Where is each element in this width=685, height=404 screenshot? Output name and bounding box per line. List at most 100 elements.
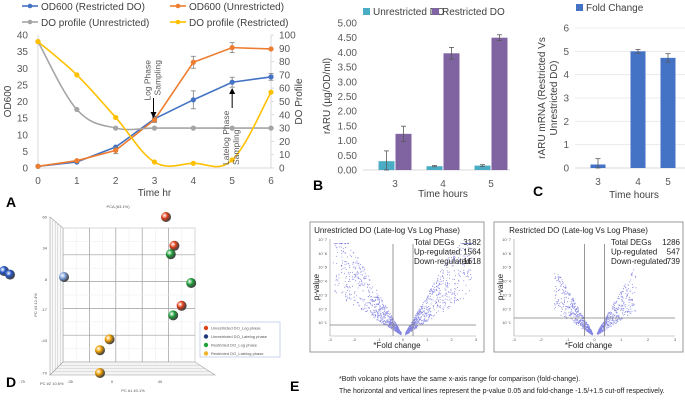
data-point bbox=[229, 79, 235, 85]
data-point bbox=[190, 125, 196, 131]
y-tick-label: 5.00 bbox=[338, 19, 358, 30]
y-tick-label: 25 bbox=[17, 80, 29, 91]
y-tick-label: 40 bbox=[17, 31, 29, 42]
x-tick: 3 bbox=[674, 337, 677, 342]
volcano-points bbox=[332, 243, 474, 336]
legend-marker bbox=[203, 351, 209, 356]
y-tick-label: 35 bbox=[17, 47, 29, 58]
x-tick: -1 bbox=[566, 337, 570, 342]
stat-value: 1618 bbox=[463, 257, 481, 266]
legend-swatch bbox=[576, 4, 583, 11]
y-tick-label: 1.50 bbox=[338, 121, 358, 132]
pca-x-tick: -75 bbox=[19, 379, 26, 384]
y-tick-label: 0 bbox=[563, 164, 569, 175]
annotation-arrowhead-log bbox=[150, 112, 157, 118]
stat-value: 1564 bbox=[463, 248, 481, 257]
y-tick-label: 5 bbox=[22, 147, 28, 158]
pca-y-tick: 8 bbox=[45, 277, 48, 282]
legend-marker bbox=[203, 334, 209, 339]
pca-y-axis-title: PC #3 12.4% bbox=[33, 293, 38, 317]
stat-value: 739 bbox=[667, 257, 681, 266]
stat-label: Total DEGs bbox=[611, 238, 651, 247]
pca-legend: Unrestricted DO_Log phase Unrestricted DO… bbox=[199, 321, 281, 358]
y-tick-label: 0 bbox=[22, 164, 28, 175]
x-tick-label: 4 bbox=[635, 177, 641, 188]
y-tick-label: 3.50 bbox=[338, 63, 358, 74]
legend-swatch bbox=[363, 8, 370, 15]
pca-point bbox=[5, 269, 15, 280]
legend-label: Restricted DO bbox=[442, 7, 505, 18]
legend-label: Fold Change bbox=[586, 3, 644, 14]
y-tick: 10⁻7 bbox=[318, 237, 328, 242]
y2-tick-label: 100 bbox=[279, 31, 296, 42]
y2-tick-label: 80 bbox=[279, 57, 291, 68]
x-tick: 2 bbox=[647, 337, 650, 342]
legend-label: Restricted DO_Latelog phase bbox=[211, 351, 264, 356]
annotation-log-phase-line1: Log Phase bbox=[143, 60, 153, 101]
x-tick: 0 bbox=[593, 337, 596, 342]
y2-tick-label: 0 bbox=[279, 164, 285, 175]
stat-value: 547 bbox=[667, 248, 681, 257]
data-point bbox=[229, 45, 235, 51]
annotation-arrowhead-latelog bbox=[229, 88, 236, 94]
plot-title: Restricted DO (Late-log Vs Log Phase) bbox=[509, 226, 648, 235]
y-tick: 10⁻4 bbox=[318, 279, 328, 284]
x-tick: 1 bbox=[426, 337, 429, 342]
x-axis-title: Time hours bbox=[418, 189, 468, 200]
pca-y-tick: 60 bbox=[43, 215, 48, 220]
bar-restricted-do bbox=[443, 53, 460, 171]
data-point bbox=[268, 46, 274, 52]
y-tick: 10⁻6 bbox=[318, 251, 328, 256]
pca-point bbox=[168, 310, 179, 321]
y-tick-label: 4.00 bbox=[338, 48, 358, 59]
panel-label-d: D bbox=[6, 374, 16, 390]
y-tick-label: 3.00 bbox=[338, 77, 358, 88]
y-tick-label: 4 bbox=[563, 70, 569, 81]
y-tick: 10⁻5 bbox=[318, 265, 328, 270]
panel-c-bar-chart: 0 1 2 3 4 5 6 3 4 5 Time hours rARU mRNA (Restricte… bbox=[537, 3, 685, 201]
data-point bbox=[268, 89, 274, 95]
x-tick-label: 6 bbox=[268, 176, 274, 187]
y-tick-label: 5 bbox=[563, 47, 569, 58]
x-axis-title: Time hr bbox=[138, 188, 172, 199]
x-tick: -2 bbox=[539, 337, 543, 342]
x-axis-title: Time hours bbox=[609, 190, 659, 201]
data-point bbox=[151, 125, 158, 131]
panel-label-a: A bbox=[6, 194, 16, 210]
pca-y-tick: -43 bbox=[41, 338, 48, 343]
data-point bbox=[113, 125, 119, 131]
y-tick-label: 4.50 bbox=[338, 33, 358, 44]
y-axis-title: OD600 bbox=[3, 85, 14, 117]
pca-x-axis-title: PC #1 40.1% bbox=[121, 388, 145, 393]
pca-x-tick: 40 bbox=[158, 379, 163, 384]
stat-label: Total DEGs bbox=[414, 238, 454, 247]
data-point bbox=[151, 117, 158, 123]
x-tick: 1 bbox=[620, 337, 623, 342]
plot-title: Unrestricted DO (Late-log Vs Log Phase) bbox=[314, 226, 460, 235]
x-tick: -2 bbox=[353, 337, 357, 342]
y-tick: 10⁻7 bbox=[502, 237, 512, 242]
y2-tick-label: 60 bbox=[279, 84, 291, 95]
volcano-dots bbox=[332, 243, 474, 336]
y-tick-label: 10 bbox=[17, 130, 29, 141]
pca-point bbox=[165, 249, 176, 260]
y-tick-label: 30 bbox=[17, 64, 29, 75]
pca-title: PCA (63.1%) bbox=[106, 204, 130, 209]
data-point bbox=[35, 39, 41, 45]
y-tick-label: 3 bbox=[563, 94, 569, 105]
x-axis-title: *Fold change bbox=[565, 341, 613, 350]
legend-label: Unrestricted DO_Log phase bbox=[211, 326, 261, 331]
pca-y-tick: -70 bbox=[41, 371, 48, 376]
y-axis-title: p-value bbox=[312, 273, 321, 300]
bar-unrestricted-do bbox=[426, 166, 443, 170]
panel-label-c: C bbox=[533, 183, 543, 199]
pca-x-tick: 0 bbox=[111, 379, 114, 384]
data-point bbox=[268, 125, 274, 131]
stat-label: Down-regulated bbox=[611, 257, 667, 266]
legend-label: Restricted DO_Log phase bbox=[211, 343, 258, 348]
y2-tick-label: 90 bbox=[279, 44, 291, 55]
stat-label: Up-regulated bbox=[611, 248, 657, 257]
data-point bbox=[151, 159, 158, 165]
y-axis-title-line2: Unrestricted DO) bbox=[549, 60, 560, 135]
volcano-points bbox=[553, 269, 637, 336]
